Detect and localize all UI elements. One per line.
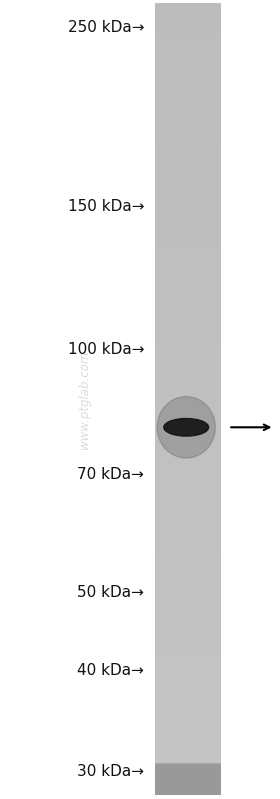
- Text: 100 kDa→: 100 kDa→: [68, 342, 144, 356]
- Text: 50 kDa→: 50 kDa→: [77, 585, 144, 599]
- Text: www.ptglab.com: www.ptglab.com: [78, 350, 90, 449]
- Text: 40 kDa→: 40 kDa→: [77, 662, 144, 678]
- Text: 70 kDa→: 70 kDa→: [77, 467, 144, 482]
- Text: 150 kDa→: 150 kDa→: [68, 200, 144, 214]
- Ellipse shape: [157, 396, 215, 458]
- Text: 250 kDa→: 250 kDa→: [68, 21, 144, 35]
- Text: 30 kDa→: 30 kDa→: [77, 764, 144, 778]
- Ellipse shape: [164, 419, 209, 436]
